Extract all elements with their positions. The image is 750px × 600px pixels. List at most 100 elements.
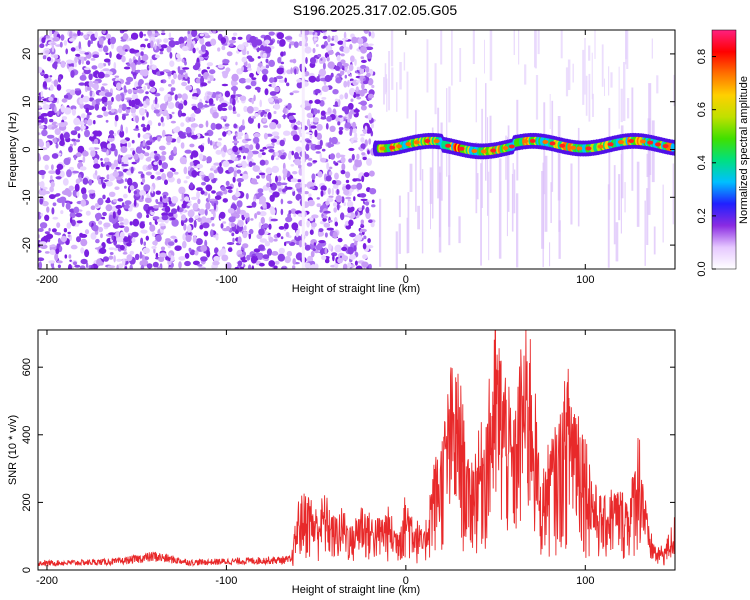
heatmap-noise-dot: [112, 171, 120, 178]
heatmap-noise-dot: [177, 109, 183, 118]
heatmap-noise-dot: [334, 101, 338, 107]
heatmap-streak: [488, 171, 490, 261]
heatmap-noise-dot: [150, 211, 155, 216]
heatmap-noise-dot: [222, 221, 227, 224]
heatmap-noise-dot: [321, 97, 327, 100]
heatmap-noise-dot: [48, 260, 56, 264]
heatmap-noise-dot: [243, 105, 248, 113]
heatmap-noise-dot: [84, 85, 88, 93]
heatmap-noise-dot: [313, 34, 318, 38]
heatmap-streak: [537, 30, 540, 55]
heatmap-noise-dot: [262, 52, 267, 59]
heatmap-noise-dot: [178, 186, 186, 195]
heatmap-streak: [475, 142, 478, 214]
heatmap-noise-dot: [51, 44, 55, 53]
heatmap-noise-dot: [364, 201, 370, 206]
heatmap-noise-dot: [152, 136, 158, 141]
heatmap-streak: [480, 163, 482, 266]
heatmap-noise-dot: [371, 204, 376, 208]
heatmap-streak: [489, 30, 493, 81]
heatmap-noise-dot: [93, 157, 99, 166]
heatmap-noise-dot: [312, 248, 316, 252]
heatmap-noise-dot: [273, 110, 277, 115]
heatmap-noise-dot: [60, 60, 66, 68]
heatmap-noise-dot: [147, 42, 152, 49]
heatmap-noise-dot: [140, 123, 146, 128]
heatmap-noise-dot: [101, 96, 108, 103]
heatmap-noise-dot: [247, 67, 252, 72]
heatmap-noise-dot: [224, 90, 231, 98]
signal-band-peak: [413, 140, 420, 145]
heatmap-streak: [544, 155, 548, 232]
heatmap-streak: [662, 184, 664, 243]
heatmap-noise-dot: [68, 254, 72, 259]
heatmap-noise-dot: [286, 69, 292, 75]
heatmap-noise-dot: [352, 121, 356, 129]
heatmap-noise-dot: [155, 234, 162, 242]
heatmap-streak: [636, 161, 640, 227]
heatmap-noise-dot: [70, 105, 77, 110]
heatmap-xtick-label: 100: [576, 274, 594, 286]
heatmap-noise-dot: [349, 232, 356, 238]
heatmap-noise-dot: [221, 107, 228, 111]
heatmap-noise-dot: [314, 88, 321, 94]
heatmap-noise-dot: [200, 44, 207, 53]
heatmap-noise-dot: [75, 212, 83, 218]
heatmap-noise-dot: [117, 154, 121, 162]
heatmap-noise-dot: [145, 91, 149, 95]
heatmap-noise-dot: [254, 113, 259, 117]
heatmap-noise-dot: [249, 72, 254, 78]
heatmap-noise-dot: [273, 238, 278, 242]
heatmap-noise-dot: [280, 198, 284, 205]
heatmap-noise-dot: [334, 65, 340, 71]
heatmap-noise-dot: [176, 93, 183, 99]
heatmap-noise-dot: [115, 166, 120, 170]
heatmap-noise-dot: [88, 73, 93, 81]
heatmap-noise-dot: [177, 66, 181, 74]
heatmap-noise-dot: [347, 80, 350, 88]
heatmap-streak: [417, 205, 420, 230]
heatmap-noise-dot: [173, 127, 180, 133]
heatmap-noise-dot: [312, 160, 318, 163]
heatmap-noise-dot: [251, 265, 255, 269]
heatmap-noise-dot: [159, 223, 166, 227]
heatmap-noise-dot: [120, 124, 123, 132]
heatmap-noise-dot: [344, 74, 347, 79]
heatmap-noise-dot: [103, 157, 110, 163]
heatmap-noise-dot: [220, 100, 228, 104]
heatmap-noise-dot: [111, 234, 114, 241]
heatmap-noise-dot: [316, 132, 323, 140]
heatmap-noise-dot: [320, 58, 323, 61]
heatmap-noise-dot: [55, 248, 60, 255]
heatmap-noise-dot: [210, 229, 214, 238]
heatmap-noise-dot: [205, 120, 209, 128]
heatmap-noise-dot: [240, 124, 246, 131]
heatmap-streak: [577, 127, 580, 227]
heatmap-noise-dot: [90, 133, 94, 137]
heatmap-noise-dot: [206, 66, 210, 70]
heatmap-noise-dot: [79, 265, 86, 269]
signal-band-peak: [445, 143, 452, 148]
heatmap-noise-dot: [356, 182, 363, 190]
heatmap-noise-dot: [268, 260, 276, 267]
colorbar-ticks: 0.0 0.2 0.4 0.6 0.8: [696, 49, 716, 277]
heatmap-noise-dot: [190, 196, 198, 200]
heatmap-noise-dot: [191, 30, 198, 38]
heatmap-noise-dot: [153, 109, 160, 114]
heatmap-noise-dot: [277, 57, 282, 64]
heatmap-noise-dot: [139, 107, 146, 116]
heatmap-noise-dot: [183, 223, 187, 231]
heatmap-noise-dot: [238, 181, 242, 188]
heatmap-noise-dot: [130, 107, 136, 114]
heatmap-noise-dot: [317, 53, 322, 58]
heatmap-noise-dot: [334, 180, 342, 186]
heatmap-noise-dot: [359, 91, 365, 97]
heatmap-noise-dot: [237, 36, 243, 40]
heatmap-noise-dot: [354, 210, 358, 216]
heatmap-noise-dot: [153, 161, 158, 166]
heatmap-noise-dot: [195, 238, 203, 246]
heatmap-noise-dot: [41, 200, 49, 207]
heatmap-noise-dot: [113, 255, 116, 263]
heatmap-noise-dot: [151, 103, 155, 111]
heatmap-noise-dot: [228, 166, 235, 173]
